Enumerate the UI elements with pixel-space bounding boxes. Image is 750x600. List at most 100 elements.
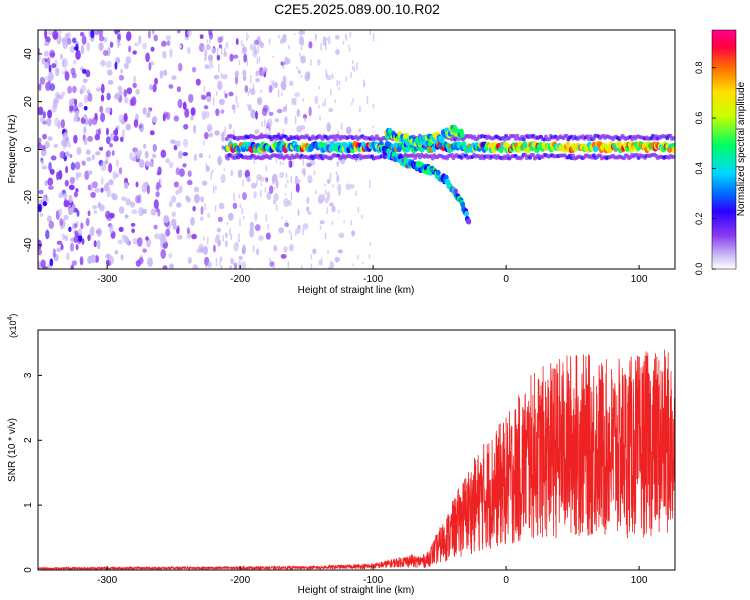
spectrogram-noise-cell xyxy=(307,175,313,184)
spectrogram-noise-cell xyxy=(260,190,262,197)
spectrogram-noise-cell xyxy=(151,30,155,35)
spectrogram-noise-cell xyxy=(212,65,214,69)
spectrogram-noise-cell xyxy=(83,105,88,111)
spectrogram-noise-cell xyxy=(302,114,308,119)
spectrogram-trace-cell xyxy=(547,137,552,142)
spectrogram-noise-cell xyxy=(252,245,255,253)
spectrogram-noise-cell xyxy=(53,143,59,148)
spectrogram-noise-cell xyxy=(217,216,223,223)
spectrogram-noise-cell xyxy=(209,59,211,63)
spectrogram-noise-cell xyxy=(152,143,157,152)
spectrogram-noise-cell xyxy=(282,75,287,86)
spectrogram-noise-cell xyxy=(223,47,226,56)
spectrogram-x-tick-label: 0 xyxy=(503,274,509,285)
spectrogram-noise-cell xyxy=(233,242,239,252)
spectrogram-noise-cell xyxy=(247,91,250,97)
spectrogram-noise-cell xyxy=(176,30,181,34)
spectrogram-noise-cell xyxy=(352,60,354,65)
spectrogram-noise-cell xyxy=(258,56,261,63)
spectrogram-noise-cell xyxy=(50,155,57,161)
spectrogram-noise-cell xyxy=(308,41,313,49)
spectrogram-noise-cell xyxy=(274,175,276,181)
spectrogram-noise-cell xyxy=(289,39,293,47)
spectrogram-trace-cell xyxy=(411,153,416,158)
spectrogram-noise-cell xyxy=(267,224,269,230)
spectrogram-noise-cell xyxy=(229,266,232,269)
spectrogram-noise-cell xyxy=(105,150,111,158)
spectrogram-noise-cell xyxy=(280,92,283,96)
spectrogram-noise-cell xyxy=(114,93,120,100)
spectrogram-noise-cell xyxy=(192,205,196,212)
spectrogram-noise-cell xyxy=(249,228,255,238)
spectrogram-noise-cell xyxy=(274,118,280,123)
spectrogram-noise-cell xyxy=(273,82,278,88)
spectrogram-noise-cell xyxy=(295,175,298,179)
spectrogram-noise-cell xyxy=(369,242,372,246)
spectrogram-noise-cell xyxy=(234,70,240,78)
spectrogram-noise-cell xyxy=(298,30,304,36)
spectrogram-noise-cell xyxy=(145,236,149,241)
spectrogram-noise-cell xyxy=(302,98,305,102)
spectrogram-noise-cell xyxy=(204,203,206,211)
spectrogram-noise-cell xyxy=(301,37,305,47)
spectrogram-noise-cell xyxy=(332,184,334,188)
spectrogram-noise-cell xyxy=(338,87,341,91)
spectrogram-noise-cell xyxy=(64,235,69,242)
spectrogram-noise-cell xyxy=(93,209,98,214)
spectrogram-noise-cell xyxy=(61,37,67,45)
spectrogram-noise-cell xyxy=(118,226,124,232)
spectrogram-x-axis-label: Height of straight line (km) xyxy=(298,285,415,296)
spectrogram-noise-cell xyxy=(213,74,220,80)
spectrogram-noise-cell xyxy=(268,38,271,45)
spectrogram-noise-cell xyxy=(258,234,264,241)
spectrogram-noise-cell xyxy=(44,180,48,187)
spectrogram-noise-cell xyxy=(42,111,47,119)
spectrogram-branch-cell xyxy=(435,169,441,176)
spectrogram-noise-cell xyxy=(48,64,52,74)
spectrogram-noise-cell xyxy=(39,212,44,218)
spectrogram-noise-cell xyxy=(51,63,57,69)
spectrogram-trace-cell xyxy=(598,153,603,158)
spectrogram-noise-cell xyxy=(60,119,65,129)
spectrogram-noise-cell xyxy=(246,38,248,41)
spectrogram-noise-cell xyxy=(135,195,141,204)
spectrogram-y-tick-label: -40 xyxy=(23,237,34,252)
snr-y-tick-label: 0 xyxy=(23,567,34,573)
spectrogram-trace-cell xyxy=(585,134,590,139)
spectrogram-noise-cell xyxy=(55,67,60,76)
spectrogram-noise-cell xyxy=(310,160,312,164)
spectrogram-noise-cell xyxy=(73,223,78,229)
spectrogram-noise-cell xyxy=(77,58,83,69)
spectrogram-noise-cell xyxy=(205,54,207,60)
spectrogram-noise-cell xyxy=(319,220,325,225)
spectrogram-noise-cell xyxy=(115,159,119,168)
spectrogram-noise-cell xyxy=(237,103,239,108)
spectrogram-noise-cell xyxy=(243,216,245,220)
spectrogram-noise-cell xyxy=(100,59,106,67)
spectrogram-noise-cell xyxy=(228,91,234,97)
spectrogram-y-axis-label: Frequency (Hz) xyxy=(7,115,18,184)
spectrogram-noise-cell xyxy=(182,151,189,157)
spectrogram-noise-cell xyxy=(259,176,265,182)
spectrogram-noise-cell xyxy=(240,40,243,46)
spectrogram-noise-cell xyxy=(304,116,306,122)
spectrogram-noise-cell xyxy=(288,230,291,234)
spectrogram-noise-cell xyxy=(91,153,96,161)
spectrogram-noise-cell xyxy=(307,210,312,215)
spectrogram-noise-cell xyxy=(351,230,356,237)
spectrogram-noise-cell xyxy=(221,110,223,113)
spectrogram-noise-cell xyxy=(73,235,79,244)
spectrogram-noise-cell xyxy=(165,228,171,237)
spectrogram-noise-cell xyxy=(71,37,77,44)
spectrogram-noise-cell xyxy=(363,82,366,86)
spectrogram-noise-cell xyxy=(327,35,331,45)
snr-x-tick-label: -200 xyxy=(230,575,250,586)
spectrogram-noise-cell xyxy=(256,97,263,106)
spectrogram-noise-cell xyxy=(288,160,290,167)
spectrogram-noise-cell xyxy=(85,69,91,78)
spectrogram-noise-cell xyxy=(206,237,209,245)
spectrogram-noise-cell xyxy=(157,166,162,176)
spectrogram-noise-cell xyxy=(272,83,275,90)
spectrogram-noise-cell xyxy=(238,233,240,242)
spectrogram-noise-cell xyxy=(176,225,180,235)
